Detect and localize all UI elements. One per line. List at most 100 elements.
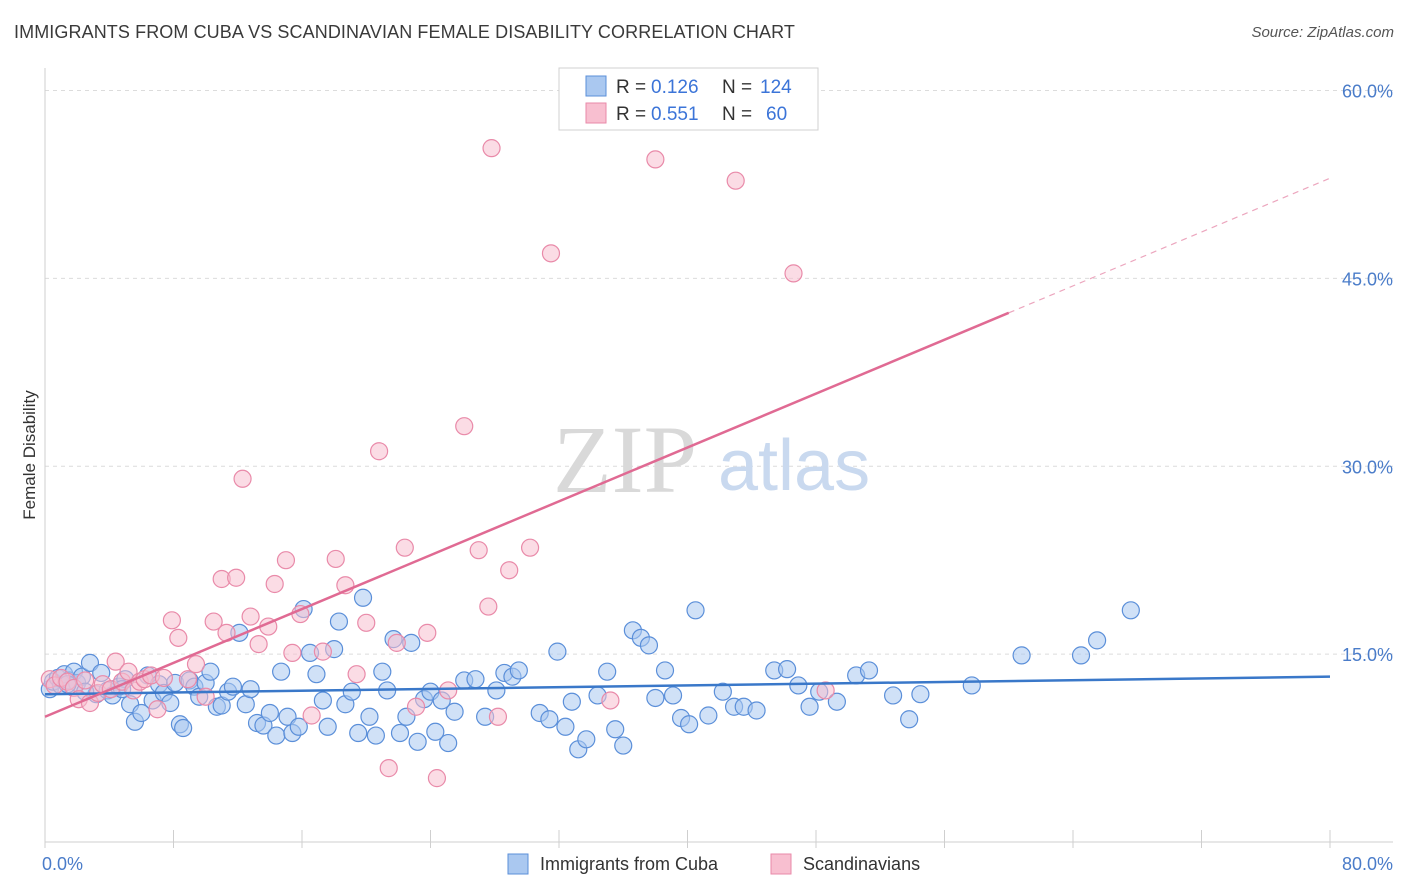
data-point-scandinavians-21 [169,628,188,647]
data-point-scandinavians-11 [106,652,125,671]
data-point-cuba-53 [329,612,349,631]
data-point-scandinavians-42 [357,613,376,632]
data-point-scandinavians-48 [418,623,437,642]
series-legend-swatch-scandinavians [770,853,792,875]
data-point-cuba-51 [318,717,337,736]
data-point-cuba-116 [962,676,981,695]
trend-lines [44,177,1331,718]
data-point-cuba-120 [1121,601,1140,620]
data-point-cuba-46 [289,717,308,736]
x-tick-labels: 0.0% 80.0% [42,854,1393,874]
data-point-scandinavians-43 [370,442,389,461]
legend-r-value-2: 0.551 [651,104,699,125]
series-scandinavians-points [40,139,835,788]
data-point-cuba-55 [342,682,361,701]
series-legend-label-scandinavians: Scandinavians [803,854,920,874]
data-point-cuba-56 [349,723,368,743]
data-point-scandinavians-44 [379,759,398,778]
data-point-cuba-59 [366,726,385,745]
data-point-scandinavians-28 [227,568,246,587]
axes [44,68,1393,848]
data-point-cuba-79 [509,661,528,680]
data-point-scandinavians-25 [204,612,223,631]
data-point-cuba-96 [663,686,683,705]
data-point-cuba-38 [241,680,260,699]
trend-line-cuba [44,675,1331,696]
watermark-zip: ZIP [553,406,697,513]
data-point-scandinavians-59 [646,150,665,169]
data-point-scandinavians-62 [816,681,835,700]
data-point-scandinavians-61 [784,264,803,283]
data-point-cuba-49 [307,665,326,684]
data-point-scandinavians-58 [601,691,620,710]
data-point-scandinavians-30 [241,607,260,626]
data-point-cuba-50 [313,691,332,710]
y-tick-label-2: 45.0% [1342,269,1393,289]
watermark: ZIP atlas [553,406,870,513]
data-point-scandinavians-38 [313,642,332,661]
data-point-cuba-60 [373,662,392,681]
data-point-scandinavians-49 [427,769,447,788]
series-cuba-points [40,588,1140,759]
data-point-cuba-113 [883,686,903,705]
data-point-cuba-58 [360,707,379,726]
data-point-cuba-42 [267,726,286,745]
correlation-legend: R = 0.126 N = 124 R = 0.551 N = 60 [558,67,819,131]
data-point-scandinavians-51 [455,417,474,436]
data-point-scandinavians-63 [482,139,501,158]
data-point-cuba-110 [827,692,846,711]
legend-r-label-1: R = [616,77,646,98]
data-point-cuba-76 [487,681,506,700]
data-point-cuba-74 [466,670,485,689]
legend-r-value-1: 0.126 [651,77,699,98]
watermark-atlas: atlas [718,426,870,506]
data-point-cuba-84 [562,692,581,711]
data-point-scandinavians-31 [249,635,268,654]
data-point-cuba-119 [1087,631,1107,650]
data-point-scandinavians-56 [520,538,540,557]
data-point-scandinavians-19 [154,668,173,688]
data-point-cuba-112 [859,661,879,680]
legend-n-value-1: 124 [760,77,792,98]
data-point-cuba-99 [686,601,705,620]
series-legend-label-cuba: Immigrants from Cuba [540,854,719,874]
trend-line-scandinavians-extension [1008,177,1331,314]
y-tick-labels: 15.0% 30.0% 45.0% 60.0% [1342,82,1393,666]
data-point-cuba-90 [614,736,633,755]
data-point-cuba-69 [426,722,445,741]
data-point-cuba-98 [680,715,699,734]
data-point-scandinavians-47 [406,697,426,716]
data-point-cuba-57 [353,588,373,607]
data-point-cuba-108 [800,697,819,716]
data-point-scandinavians-41 [347,665,366,684]
data-point-scandinavians-45 [387,633,406,652]
data-point-scandinavians-54 [488,707,508,726]
legend-r-label-2: R = [616,104,646,125]
data-point-cuba-118 [1071,646,1091,665]
data-point-scandinavians-22 [178,670,198,689]
data-point-scandinavians-39 [326,549,345,569]
x-tick-label-0: 0.0% [42,854,83,874]
y-tick-label-0: 15.0% [1342,645,1393,665]
legend-swatch-scandinavians [585,102,607,124]
legend-swatch-cuba [585,75,607,97]
chart-source: Source: ZipAtlas.com [1251,24,1394,41]
trend-line-scandinavians [44,311,1010,718]
data-point-scandinavians-29 [233,469,252,488]
data-point-cuba-82 [548,642,567,661]
data-point-scandinavians-60 [726,171,745,190]
data-point-scandinavians-6 [76,671,95,690]
data-point-cuba-37 [236,695,255,714]
data-point-cuba-26 [174,718,193,738]
data-point-cuba-89 [606,720,625,739]
data-point-scandinavians-35 [283,643,302,662]
legend-n-label-2: N = [722,104,752,125]
data-point-scandinavians-18 [148,700,167,719]
data-point-scandinavians-52 [469,541,488,560]
data-point-cuba-31 [201,662,220,681]
data-point-cuba-93 [639,636,659,655]
grid-lines [45,90,1393,655]
y-tick-label-1: 30.0% [1342,457,1393,477]
data-point-cuba-88 [598,662,617,681]
chart-title: IMMIGRANTS FROM CUBA VS SCANDINAVIAN FEM… [14,22,795,42]
